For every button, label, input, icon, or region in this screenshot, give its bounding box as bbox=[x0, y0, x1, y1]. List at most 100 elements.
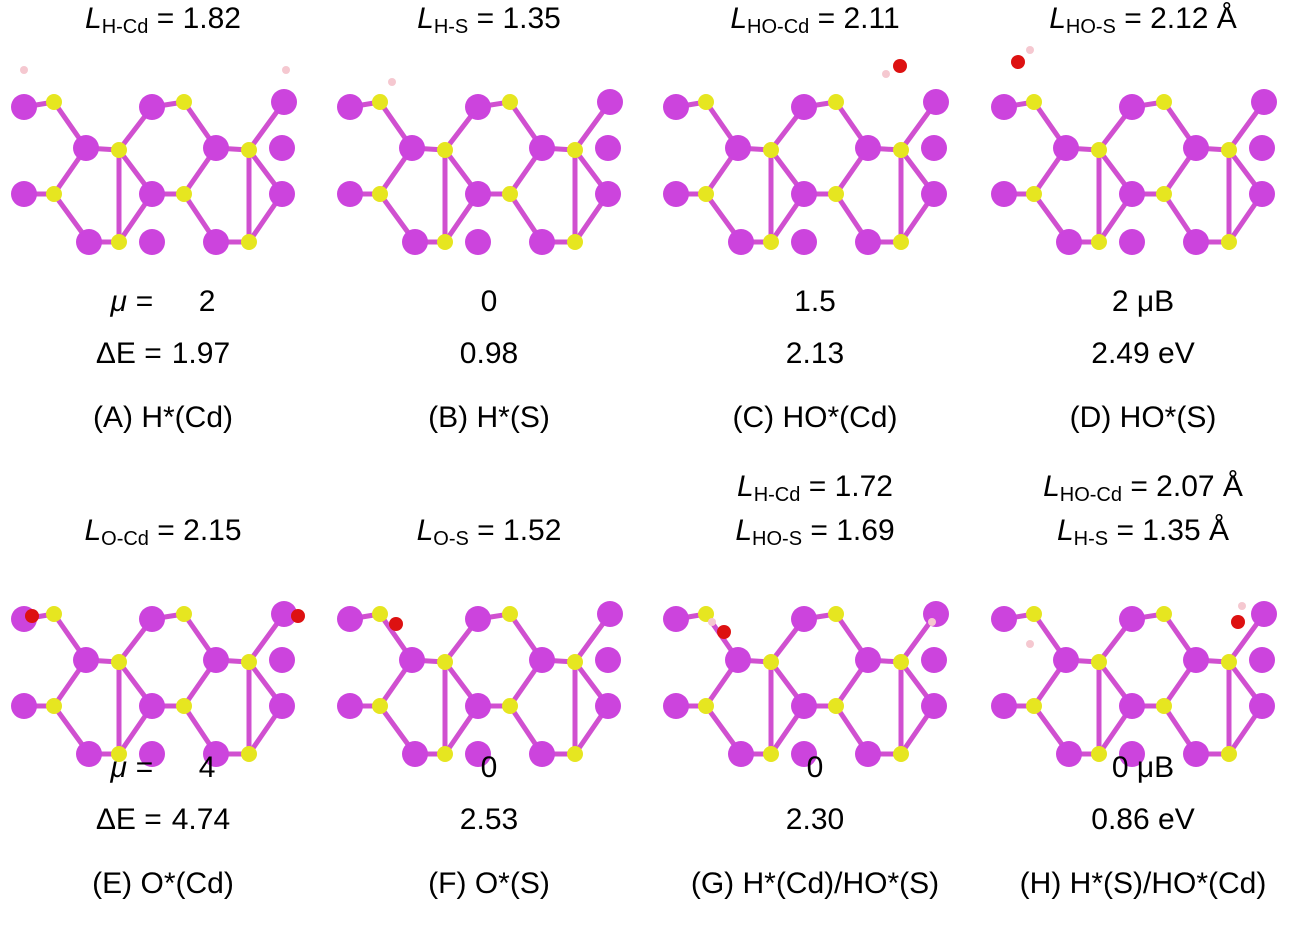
cd-atom bbox=[991, 181, 1017, 207]
h-atom bbox=[928, 618, 936, 626]
cd-atom bbox=[465, 741, 491, 767]
de-value: 0.86 eV bbox=[1091, 803, 1195, 836]
bond-length-label: LHO-Cd = 2.07 Å bbox=[980, 470, 1305, 505]
cd-atom bbox=[921, 135, 947, 161]
length-value: = 1.82 bbox=[156, 2, 241, 35]
panel-caption: (B) H*(S) bbox=[428, 401, 550, 434]
cd-atom bbox=[1056, 229, 1082, 255]
de-prefix: ΔE = bbox=[95, 803, 162, 836]
panel-G: LH-Cd = 1.72 LHO-S = 1.69 0 2.30 (G) H*(Cd)/… bbox=[652, 466, 978, 932]
o-atom bbox=[25, 609, 39, 623]
length-symbol: L bbox=[417, 2, 434, 35]
length-symbol: L bbox=[85, 2, 102, 35]
s-atom bbox=[1026, 698, 1042, 714]
structure-G bbox=[663, 601, 949, 767]
cd-atom bbox=[725, 135, 751, 161]
s-atom bbox=[1156, 186, 1172, 202]
mu-value: 0 bbox=[806, 751, 824, 784]
cd-atom bbox=[337, 181, 363, 207]
s-atom bbox=[1221, 234, 1237, 250]
cd-atom bbox=[11, 693, 37, 719]
cd-atom bbox=[465, 229, 491, 255]
cd-atom bbox=[337, 94, 363, 120]
cd-atom bbox=[855, 135, 881, 161]
length-symbol: L bbox=[1043, 470, 1060, 503]
cd-atom bbox=[139, 693, 165, 719]
cd-atom bbox=[76, 741, 102, 767]
s-atom bbox=[567, 654, 583, 670]
cd-atom bbox=[529, 135, 555, 161]
cd-atom bbox=[791, 741, 817, 767]
cd-atom bbox=[465, 181, 491, 207]
length-value: = 1.52 bbox=[477, 514, 562, 547]
de-value: 4.74 bbox=[171, 803, 231, 836]
cd-atom bbox=[991, 94, 1017, 120]
bond-length-label: LO-S = 1.52 bbox=[326, 514, 652, 549]
length-value: = 2.07 Å bbox=[1130, 470, 1243, 503]
cd-atom bbox=[1119, 94, 1145, 120]
cd-atom bbox=[1119, 181, 1145, 207]
adsorption-energy: 0.98 bbox=[326, 337, 652, 371]
s-atom bbox=[1221, 142, 1237, 158]
s-atom bbox=[763, 234, 779, 250]
s-atom bbox=[1221, 654, 1237, 670]
cd-atom bbox=[921, 181, 947, 207]
panel-E: LO-Cd = 2.15 μ = 4 ΔE = 4.74 (E) O*(Cd) bbox=[0, 466, 326, 932]
o-atom bbox=[1231, 615, 1245, 629]
de-value: 1.97 bbox=[171, 337, 231, 370]
o-atom bbox=[893, 59, 907, 73]
length-subscript: O-Cd bbox=[101, 528, 149, 550]
s-atom bbox=[893, 654, 909, 670]
cd-atom bbox=[921, 647, 947, 673]
s-atom bbox=[893, 142, 909, 158]
s-atom bbox=[241, 746, 257, 762]
s-atom bbox=[828, 606, 844, 622]
cd-atom bbox=[1249, 181, 1275, 207]
cd-atom bbox=[269, 647, 295, 673]
cd-atom bbox=[1053, 647, 1079, 673]
s-atom bbox=[437, 654, 453, 670]
magnetic-moment: 1.5 bbox=[652, 285, 978, 319]
panel-caption: (H) H*(S)/HO*(Cd) bbox=[1019, 867, 1267, 900]
cd-atom bbox=[271, 601, 297, 627]
magnetic-moment: μ = 2 bbox=[0, 285, 326, 319]
h-atom bbox=[1238, 602, 1246, 610]
mu-value: 4 bbox=[198, 751, 216, 784]
cd-atom bbox=[1183, 647, 1209, 673]
cd-atom bbox=[529, 229, 555, 255]
cd-atom bbox=[663, 94, 689, 120]
s-atom bbox=[176, 698, 192, 714]
length-value: = 1.72 bbox=[808, 470, 893, 503]
cd-atom bbox=[1119, 741, 1145, 767]
s-atom bbox=[567, 746, 583, 762]
s-atom bbox=[46, 186, 62, 202]
s-atom bbox=[241, 142, 257, 158]
bond-length-label: LO-Cd = 2.15 bbox=[0, 514, 326, 550]
bond-length-label: LH-S = 1.35 bbox=[326, 2, 652, 37]
panel-caption: (A) H*(Cd) bbox=[93, 401, 233, 434]
s-atom bbox=[372, 698, 388, 714]
cd-atom bbox=[73, 647, 99, 673]
cd-atom bbox=[1053, 135, 1079, 161]
h-atom bbox=[1026, 46, 1034, 54]
length-value: = 2.11 bbox=[817, 2, 900, 35]
cd-atom bbox=[73, 135, 99, 161]
de-value: 2.13 bbox=[785, 337, 845, 370]
cd-atom bbox=[76, 229, 102, 255]
length-symbol: L bbox=[730, 2, 748, 35]
s-atom bbox=[111, 142, 127, 158]
structure-H bbox=[991, 601, 1277, 767]
cd-atom bbox=[337, 606, 363, 632]
cd-atom bbox=[663, 606, 689, 632]
cd-atom bbox=[1183, 229, 1209, 255]
mu-prefix: μ = bbox=[110, 751, 153, 784]
de-value: 2.49 eV bbox=[1091, 337, 1195, 370]
s-atom bbox=[437, 746, 453, 762]
length-subscript: H-S bbox=[1073, 528, 1109, 550]
cd-atom bbox=[855, 647, 881, 673]
cd-atom bbox=[791, 94, 817, 120]
s-atom bbox=[828, 186, 844, 202]
cd-atom bbox=[597, 89, 623, 115]
structure-F bbox=[337, 601, 623, 767]
s-atom bbox=[763, 746, 779, 762]
